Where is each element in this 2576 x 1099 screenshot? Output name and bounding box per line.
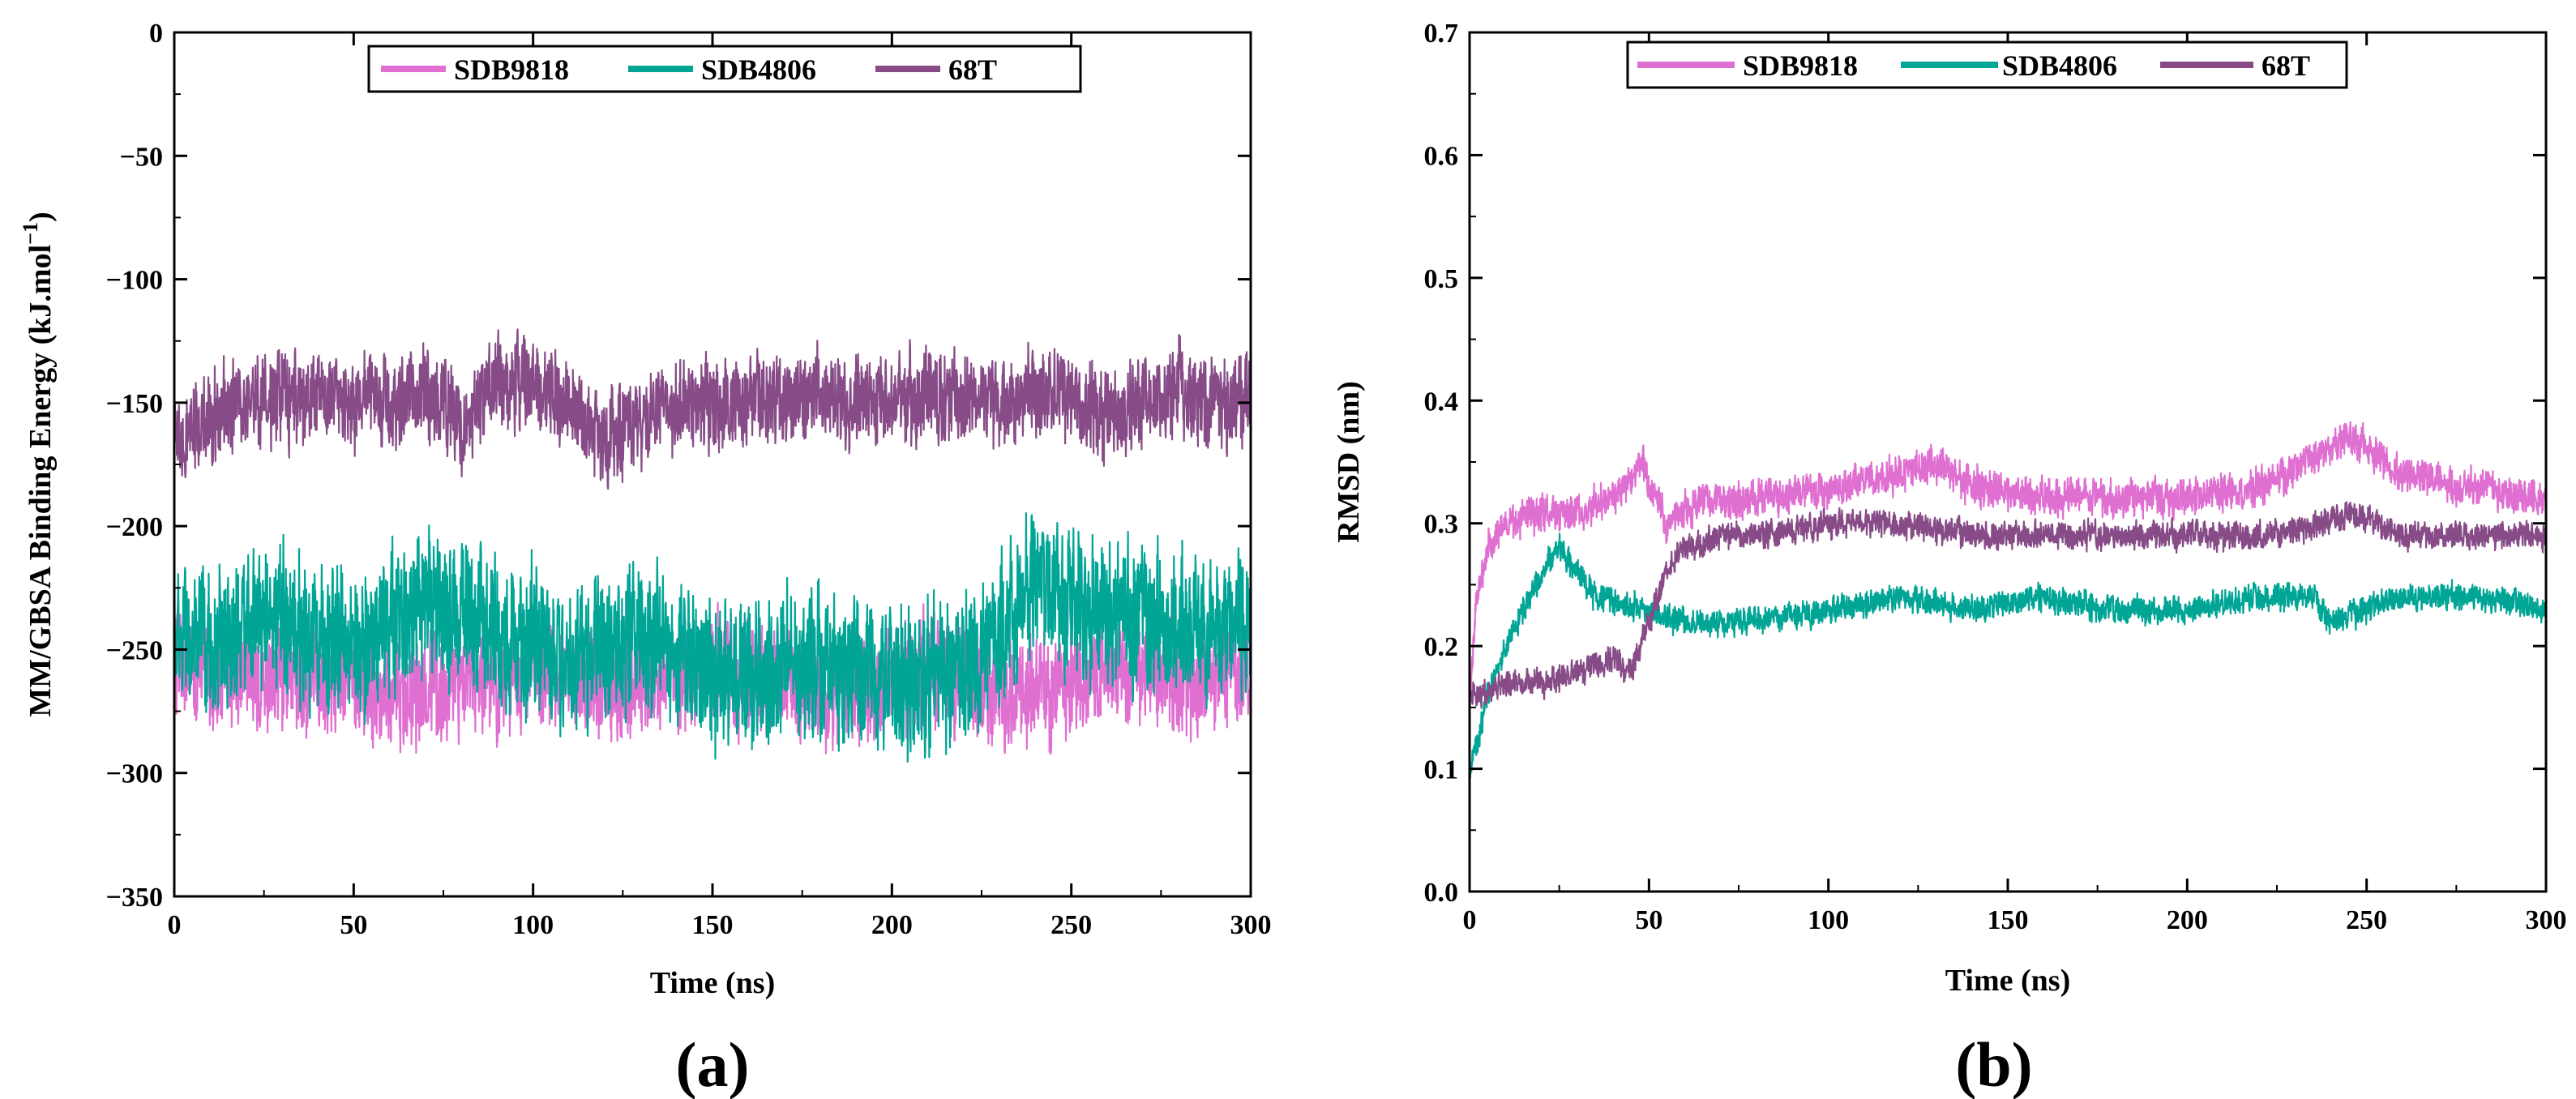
panel-a-ylabel-close: ) [24,212,58,222]
panel-b-ytick-label-2: 0.2 [1424,632,1459,662]
legend-a-label-sdb4806: SDB4806 [701,53,816,86]
panel-a-ylabel-sup: −1 [19,222,42,245]
panel-a-ytick-label-0: 0 [149,19,163,49]
panel-a-ytick-label-6: −300 [106,759,163,789]
panel-a-ytick-label-1: −50 [120,142,163,172]
legend-b-label-sdb9818: SDB9818 [1743,49,1858,82]
panel-a-ytick-label-5: −250 [106,635,163,665]
panel-b-xlabel: Time (ns) [1945,964,2070,998]
panel-a: 0 50 100 150 200 250 300 0 −50 −100 −150 −200 −250 −3… [19,19,1272,1099]
legend-b-label-68t: 68T [2261,49,2310,82]
panel-a-series-group [174,328,1251,763]
panel-a-ytick-label-7: −350 [106,883,163,913]
panel-a-xtick-label-100: 100 [512,910,554,940]
panel-a-xtick-label-150: 150 [692,910,734,940]
panel-a-ylabel-main: MM/GBSA Binding Energy (kJ.mol [24,245,58,717]
panel-b-ylabel: RMSD (nm) [1332,381,1366,542]
legend-a-label-sdb9818: SDB9818 [454,53,569,86]
legend-b-label-sdb4806: SDB4806 [2002,49,2117,82]
panel-a-ytick-label-2: −100 [106,266,163,296]
panel-b-xtick-label-50: 50 [1635,905,1662,935]
panel-a-legend-box [367,45,1082,93]
panel-b-ytick-label-4: 0.4 [1424,387,1459,417]
panel-b-ytick-label-5: 0.5 [1424,264,1459,294]
panel-b-ytick-label-0: 0.0 [1424,878,1459,908]
panel-a-label: (a) [676,1029,750,1099]
panel-a-ytick-label-3: −150 [106,389,163,419]
panel-a-xlabel: Time (ns) [650,966,775,1000]
panel-b-xtick-label-200: 200 [2167,905,2208,935]
panel-b-ytick-label-1: 0.1 [1424,755,1459,785]
panel-b-ytick-label-6: 0.6 [1424,141,1459,171]
panel-b-ytick-label-3: 0.3 [1424,510,1459,540]
panel-b-xtick-label-300: 300 [2526,905,2567,935]
panel-b-series-group [1470,421,2546,779]
panel-b-xtick-label-250: 250 [2346,905,2387,935]
panel-a-xtick-label-0: 0 [168,910,182,940]
panel-b-label: (b) [1955,1029,2032,1099]
panel-b-series-68t [1470,501,2546,709]
panel-b-series-sdb9818 [1470,421,2546,714]
panel-a-xtick-label-200: 200 [871,910,913,940]
panel-b-ytick-label-7: 0.7 [1424,19,1459,49]
legend-a-label-68t: 68T [948,53,997,86]
panel-b-xtick-label-100: 100 [1808,905,1849,935]
panel-a-ytick-label-4: −200 [106,512,163,542]
panel-a-series-sdb4806 [174,511,1251,763]
panel-a-ylabel: MM/GBSA Binding Energy (kJ.mol−1) [19,212,58,716]
panel-a-xtick-label-50: 50 [340,910,367,940]
panel-a-legend: SDB9818 SDB4806 68T [367,45,1082,93]
panel-b-xtick-label-150: 150 [1988,905,2029,935]
panel-b: 0 50 100 150 200 250 300 0.0 0.1 0.2 0.3 0.4 0.5 0.6 0… [1332,19,2567,1099]
panel-a-xtick-label-300: 300 [1230,910,1272,940]
panel-a-xtick-label-250: 250 [1051,910,1092,940]
panel-b-xtick-label-0: 0 [1463,905,1477,935]
panel-b-legend: SDB9818 SDB4806 68T [1626,41,2348,89]
panel-b-axes: 0 50 100 150 200 250 300 0.0 0.1 0.2 0.3 0.4 0.5 0.6 0… [1424,19,2567,935]
panel-a-series-68t [174,328,1251,490]
panel-a-axes: 0 50 100 150 200 250 300 0 −50 −100 −150 −200 −250 −3… [106,19,1272,940]
